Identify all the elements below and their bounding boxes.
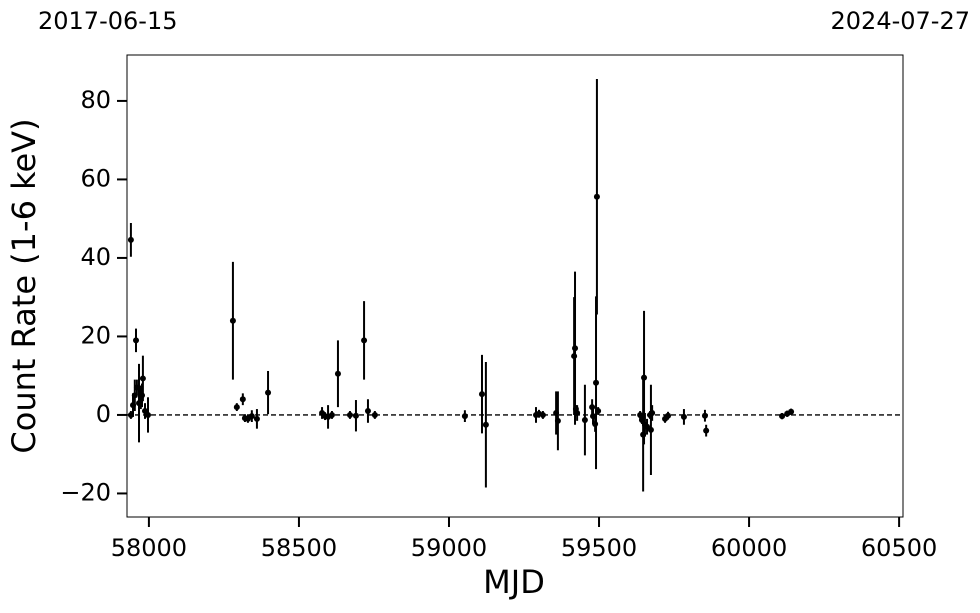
data-point [248, 413, 255, 420]
data-point [253, 415, 260, 422]
data-point [572, 345, 579, 352]
data-point [665, 412, 672, 419]
x-tick-label: 60000 [711, 534, 787, 562]
x-axis-label: MJD [483, 563, 545, 601]
data-point [680, 413, 687, 420]
plot-frame [126, 54, 904, 518]
data-point [595, 408, 602, 415]
data-point [649, 409, 656, 416]
data-point [229, 317, 236, 324]
data-point [127, 236, 134, 243]
data-point [482, 421, 489, 428]
data-point [461, 413, 468, 420]
start-date-label: 2017-06-15 [38, 7, 177, 35]
x-tick-label: 59000 [411, 534, 487, 562]
y-tick-label: 20 [80, 321, 111, 349]
data-point [593, 379, 600, 386]
data-point [478, 391, 485, 398]
y-tick-label: −20 [60, 478, 111, 506]
end-date-label: 2024-07-27 [831, 7, 970, 35]
data-point [328, 411, 335, 418]
data-point [779, 413, 786, 420]
data-point [574, 409, 581, 416]
data-point [239, 396, 246, 403]
data-point [145, 411, 152, 418]
x-tick-label: 59500 [561, 534, 637, 562]
data-point [334, 370, 341, 377]
x-tick-label: 58000 [111, 534, 187, 562]
data-point [641, 374, 648, 381]
y-tick-label: 80 [80, 86, 111, 114]
data-point [233, 404, 240, 411]
x-tick-label: 60500 [861, 534, 937, 562]
y-axis-label: Count Rate (1-6 keV) [5, 118, 43, 453]
data-point [371, 411, 378, 418]
data-point [581, 417, 588, 424]
y-tick-label: 60 [80, 164, 111, 192]
data-point [593, 193, 600, 200]
data-point [703, 427, 710, 434]
data-point [133, 337, 140, 344]
data-point [139, 392, 146, 399]
data-point [361, 337, 368, 344]
y-tick-label: 0 [96, 400, 111, 428]
x-tick-label: 58500 [261, 534, 337, 562]
data-point [346, 411, 353, 418]
data-point [352, 412, 359, 419]
data-point [554, 417, 561, 424]
data-point [647, 426, 654, 433]
data-point [539, 411, 546, 418]
data-point [788, 408, 795, 415]
data-point [139, 375, 146, 382]
data-point [364, 408, 371, 415]
data-point [265, 389, 272, 396]
data-point [701, 412, 708, 419]
y-tick-label: 40 [80, 243, 111, 271]
